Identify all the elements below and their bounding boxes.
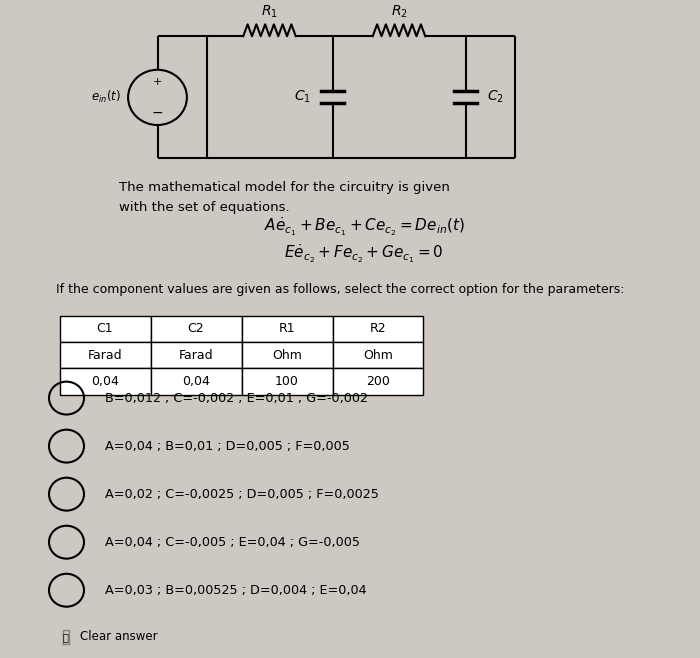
Text: Ohm: Ohm [363, 349, 393, 362]
Text: Farad: Farad [178, 349, 214, 362]
Bar [60, 368, 150, 395]
Text: $C_1$: $C_1$ [294, 89, 311, 105]
Text: $R_2$: $R_2$ [391, 3, 407, 20]
Bar [332, 316, 424, 342]
Bar [241, 316, 332, 342]
Bar [150, 316, 242, 342]
Text: A=0,03 ; B=0,00525 ; D=0,004 ; E=0,04: A=0,03 ; B=0,00525 ; D=0,004 ; E=0,04 [105, 584, 367, 597]
Text: A=0,02 ; C=-0,0025 ; D=0,005 ; F=0,0025: A=0,02 ; C=-0,0025 ; D=0,005 ; F=0,0025 [105, 488, 379, 501]
Text: $C_2$: $C_2$ [487, 89, 504, 105]
Text: 🔒: 🔒 [63, 632, 69, 642]
Text: $R_1$: $R_1$ [261, 3, 278, 20]
Text: C2: C2 [188, 322, 204, 336]
Text: B=0,012 ; C=-0,002 ; E=0,01 ; G=-0,002: B=0,012 ; C=-0,002 ; E=0,01 ; G=-0,002 [105, 392, 368, 405]
Bar [60, 316, 150, 342]
Text: R2: R2 [370, 322, 386, 336]
Bar [150, 368, 242, 395]
Text: A=0,04 ; B=0,01 ; D=0,005 ; F=0,005: A=0,04 ; B=0,01 ; D=0,005 ; F=0,005 [105, 440, 350, 453]
Bar [241, 368, 332, 395]
Text: R1: R1 [279, 322, 295, 336]
Text: Farad: Farad [88, 349, 122, 362]
Text: The mathematical model for the circuitry is given: The mathematical model for the circuitry… [119, 181, 450, 194]
Text: 100: 100 [275, 375, 299, 388]
Bar [150, 342, 242, 368]
Text: −: − [152, 105, 163, 120]
Bar [332, 342, 424, 368]
Text: $A\dot{e}_{c_1} + Be_{c_1} + Ce_{c_2} = De_{in}(t)$: $A\dot{e}_{c_1} + Be_{c_1} + Ce_{c_2} = … [264, 216, 464, 238]
Bar [241, 342, 332, 368]
Text: 200: 200 [366, 375, 390, 388]
Bar [60, 342, 150, 368]
Bar [332, 368, 424, 395]
Text: 0,04: 0,04 [91, 375, 119, 388]
Text: A=0,04 ; C=-0,005 ; E=0,04 ; G=-0,005: A=0,04 ; C=-0,005 ; E=0,04 ; G=-0,005 [105, 536, 360, 549]
Text: $E\dot{e}_{c_2} + Fe_{c_2} + Ge_{c_1} = 0$: $E\dot{e}_{c_2} + Fe_{c_2} + Ge_{c_1} = … [284, 242, 444, 265]
Text: $e_{in}(t)$: $e_{in}(t)$ [91, 89, 121, 105]
Text: +: + [153, 77, 162, 87]
Text: If the component values are given as follows, select the correct option for the : If the component values are given as fol… [56, 283, 624, 296]
Text: Clear answer: Clear answer [80, 630, 158, 643]
Text: Ohm: Ohm [272, 349, 302, 362]
Text: with the set of equations.: with the set of equations. [119, 201, 290, 214]
Text: 0,04: 0,04 [182, 375, 210, 388]
Text: C1: C1 [97, 322, 113, 336]
